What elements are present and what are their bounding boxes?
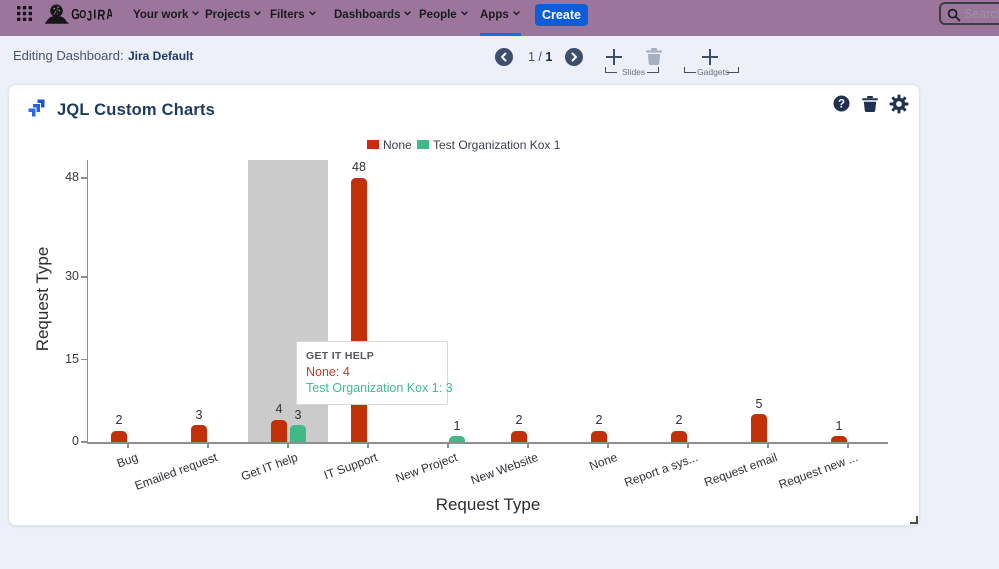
svg-text:A: A <box>105 6 112 23</box>
svg-text:?: ? <box>838 99 845 111</box>
svg-text:R: R <box>97 8 106 25</box>
svg-text:I: I <box>93 8 96 22</box>
svg-text:J: J <box>86 7 93 23</box>
svg-text:O: O <box>79 9 87 22</box>
svg-text:G: G <box>71 7 80 23</box>
